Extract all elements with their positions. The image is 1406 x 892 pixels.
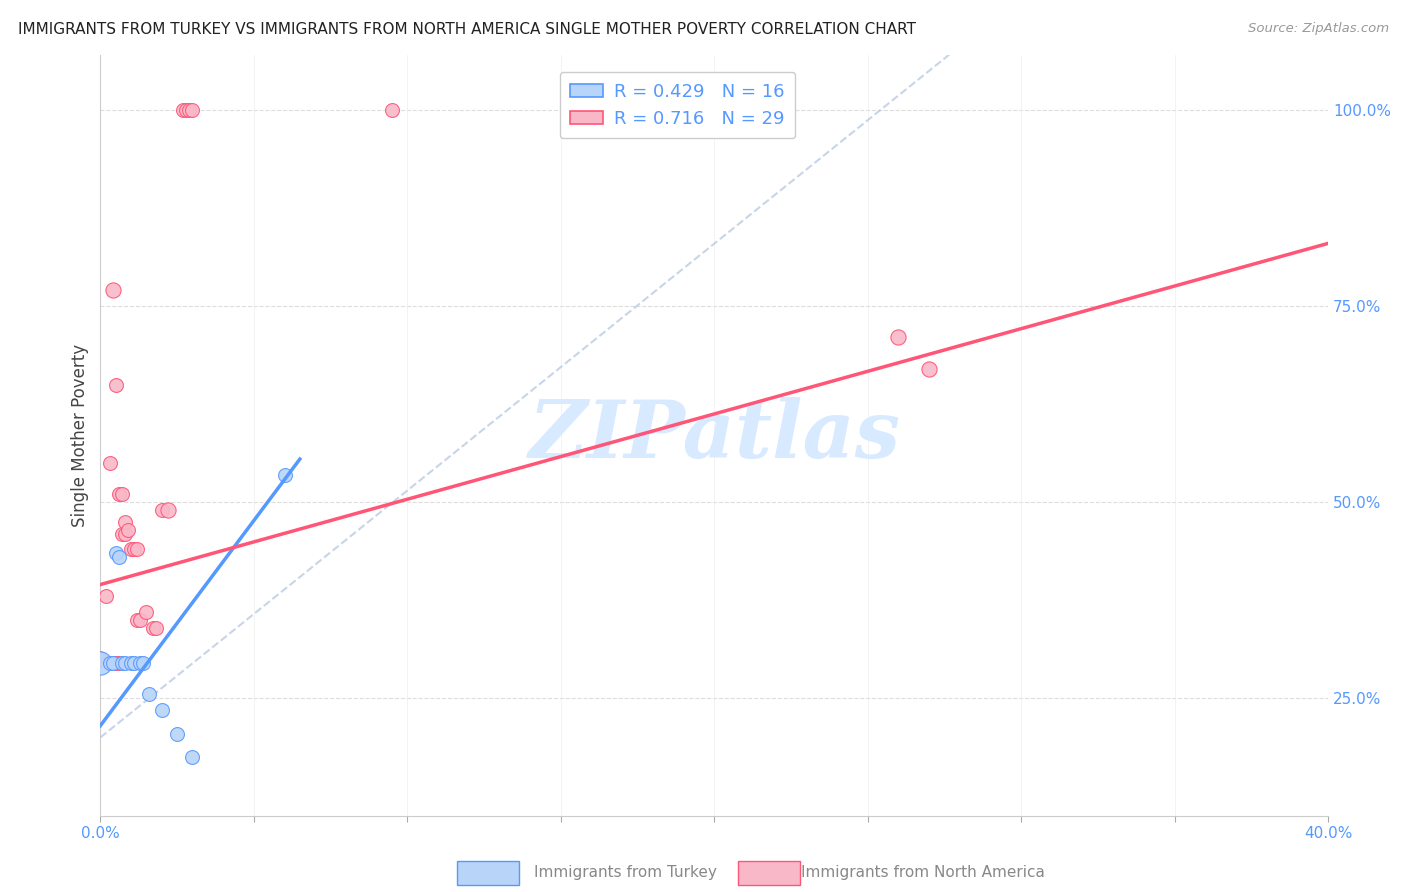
Point xyxy=(104,377,127,392)
Text: Source: ZipAtlas.com: Source: ZipAtlas.com xyxy=(1249,22,1389,36)
Y-axis label: Single Mother Poverty: Single Mother Poverty xyxy=(72,344,89,527)
Point xyxy=(145,621,167,635)
Point xyxy=(122,656,145,670)
Point xyxy=(89,656,111,670)
Point xyxy=(117,523,139,537)
Point xyxy=(150,503,173,517)
Point xyxy=(107,487,129,501)
Point xyxy=(107,550,129,565)
Text: ZIPatlas: ZIPatlas xyxy=(529,397,900,475)
Point xyxy=(172,103,194,117)
Text: Immigrants from North America: Immigrants from North America xyxy=(801,865,1045,880)
Point xyxy=(111,656,134,670)
Point xyxy=(135,605,157,619)
Point xyxy=(114,515,136,529)
Point xyxy=(107,656,129,670)
Point xyxy=(381,103,404,117)
Point xyxy=(120,656,142,670)
Point xyxy=(176,103,198,117)
Point xyxy=(96,589,118,603)
Point xyxy=(156,503,179,517)
Point xyxy=(181,103,204,117)
Point xyxy=(887,330,910,344)
Point xyxy=(166,726,188,740)
Point xyxy=(101,656,124,670)
Point xyxy=(150,703,173,717)
Legend: R = 0.429   N = 16, R = 0.716   N = 29: R = 0.429 N = 16, R = 0.716 N = 29 xyxy=(560,71,796,138)
Point xyxy=(918,362,941,376)
Point xyxy=(111,526,134,541)
Point xyxy=(179,103,201,117)
Text: IMMIGRANTS FROM TURKEY VS IMMIGRANTS FROM NORTH AMERICA SINGLE MOTHER POVERTY CO: IMMIGRANTS FROM TURKEY VS IMMIGRANTS FRO… xyxy=(18,22,917,37)
Point xyxy=(132,656,155,670)
Point xyxy=(273,467,295,482)
Point xyxy=(114,526,136,541)
Point xyxy=(98,656,121,670)
Point xyxy=(129,656,152,670)
Point xyxy=(127,542,149,557)
Point xyxy=(114,656,136,670)
Point xyxy=(120,542,142,557)
Point xyxy=(98,456,121,470)
Point xyxy=(111,487,134,501)
Point xyxy=(104,546,127,560)
Point xyxy=(141,621,163,635)
Point xyxy=(127,613,149,627)
Point xyxy=(129,613,152,627)
Point xyxy=(181,750,204,764)
Point xyxy=(89,652,111,666)
Point xyxy=(101,284,124,298)
Point xyxy=(122,542,145,557)
Point xyxy=(104,656,127,670)
Point xyxy=(138,687,160,701)
Text: Immigrants from Turkey: Immigrants from Turkey xyxy=(534,865,717,880)
